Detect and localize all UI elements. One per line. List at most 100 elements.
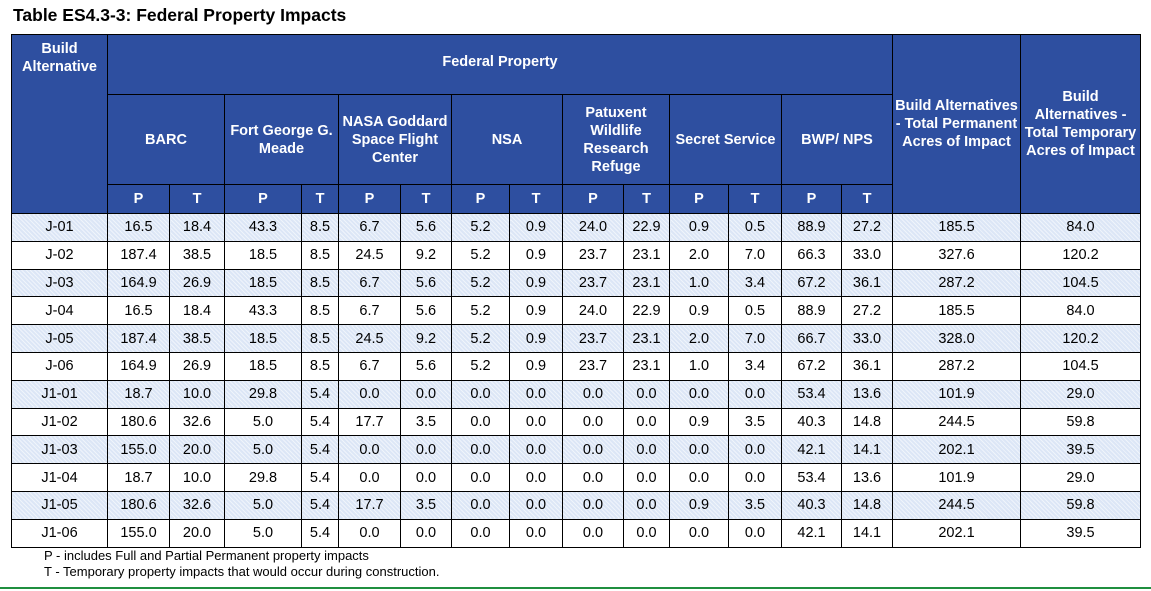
table-row: J-05 187.4 38.5 18.5 8.5 24.5 9.2 5.2 0.9 23.7 23.… bbox=[11, 324, 1141, 353]
table-cell: 0.0 bbox=[623, 379, 670, 409]
table-cell: 0.0 bbox=[623, 490, 670, 520]
table-cell: 104.5 bbox=[1020, 351, 1141, 381]
table-cell: 164.9 bbox=[107, 268, 170, 298]
table-cell: 20.0 bbox=[169, 518, 225, 548]
table-cell: 0.9 bbox=[509, 351, 563, 381]
table-cell: 9.2 bbox=[400, 324, 452, 353]
table-cell: 0.0 bbox=[669, 379, 729, 409]
table-cell: 39.5 bbox=[1020, 435, 1141, 465]
table-cell: 42.1 bbox=[781, 435, 842, 465]
header-p: P bbox=[107, 184, 170, 214]
table-cell: 5.0 bbox=[224, 407, 302, 437]
table-cell: 0.0 bbox=[623, 435, 670, 465]
table-cell: 0.0 bbox=[451, 435, 510, 465]
table-cell: 27.2 bbox=[841, 296, 893, 326]
table-cell: 120.2 bbox=[1020, 240, 1141, 270]
table-cell: 0.0 bbox=[451, 518, 510, 548]
table-cell: 26.9 bbox=[169, 268, 225, 298]
table-cell: 18.7 bbox=[107, 463, 170, 492]
row-label: J1-05 bbox=[11, 490, 108, 520]
table-cell: 5.0 bbox=[224, 435, 302, 465]
table-cell: 0.9 bbox=[509, 240, 563, 270]
table-cell: 33.0 bbox=[841, 324, 893, 353]
table-cell: 0.0 bbox=[451, 407, 510, 437]
table-cell: 32.6 bbox=[169, 490, 225, 520]
table-cell: 5.4 bbox=[301, 379, 339, 409]
table-cell: 5.6 bbox=[400, 268, 452, 298]
table-cell: 5.4 bbox=[301, 490, 339, 520]
table-cell: 16.5 bbox=[107, 213, 170, 242]
row-label: J1-06 bbox=[11, 518, 108, 548]
table-cell: 155.0 bbox=[107, 435, 170, 465]
header-p: P bbox=[224, 184, 302, 214]
table-cell: 8.5 bbox=[301, 268, 339, 298]
table-cell: 43.3 bbox=[224, 296, 302, 326]
table-cell: 187.4 bbox=[107, 240, 170, 270]
table-cell: 88.9 bbox=[781, 296, 842, 326]
table-row: J-06 164.9 26.9 18.5 8.5 6.7 5.6 5.2 0.9 23.7 23.1… bbox=[11, 351, 1141, 381]
table-cell: 23.1 bbox=[623, 324, 670, 353]
table-cell: 40.3 bbox=[781, 407, 842, 437]
table-cell: 5.6 bbox=[400, 213, 452, 242]
table-cell: 17.7 bbox=[338, 490, 401, 520]
table-cell: 0.9 bbox=[669, 213, 729, 242]
table-cell: 84.0 bbox=[1020, 213, 1141, 242]
table-row: J1-05 180.6 32.6 5.0 5.4 17.7 3.5 0.0 0.0 0.0 0.0 0… bbox=[11, 490, 1141, 520]
header-t: T bbox=[841, 184, 893, 214]
federal-property-table: Build Alternative Federal Property Build… bbox=[11, 34, 1141, 548]
row-label: J-01 bbox=[11, 213, 108, 242]
table-cell: 22.9 bbox=[623, 213, 670, 242]
table-row: J1-01 18.7 10.0 29.8 5.4 0.0 0.0 0.0 0.0 0.0 0.0 0.… bbox=[11, 379, 1141, 409]
table-cell: 3.4 bbox=[728, 351, 782, 381]
table-cell: 0.0 bbox=[509, 463, 563, 492]
table-row: J1-03 155.0 20.0 5.0 5.4 0.0 0.0 0.0 0.0 0.0 0.0 0.… bbox=[11, 435, 1141, 465]
table-cell: 104.5 bbox=[1020, 268, 1141, 298]
table-cell: 5.4 bbox=[301, 407, 339, 437]
table-cell: 202.1 bbox=[892, 435, 1021, 465]
table-cell: 164.9 bbox=[107, 351, 170, 381]
table-cell: 29.0 bbox=[1020, 463, 1141, 492]
table-cell: 0.0 bbox=[338, 518, 401, 548]
table-cell: 0.9 bbox=[509, 324, 563, 353]
table-cell: 23.7 bbox=[562, 324, 624, 353]
row-label: J-04 bbox=[11, 296, 108, 326]
table-cell: 84.0 bbox=[1020, 296, 1141, 326]
table-cell: 120.2 bbox=[1020, 324, 1141, 353]
table-cell: 0.0 bbox=[509, 379, 563, 409]
table-cell: 14.1 bbox=[841, 518, 893, 548]
table-cell: 22.9 bbox=[623, 296, 670, 326]
table-cell: 0.0 bbox=[562, 407, 624, 437]
table-cell: 14.8 bbox=[841, 407, 893, 437]
table-cell: 18.7 bbox=[107, 379, 170, 409]
table-row: J-01 16.5 18.4 43.3 8.5 6.7 5.6 5.2 0.9 24.0 22.9 0… bbox=[11, 213, 1141, 242]
table-cell: 0.0 bbox=[400, 435, 452, 465]
table-cell: 7.0 bbox=[728, 324, 782, 353]
table-cell: 23.7 bbox=[562, 240, 624, 270]
table-cell: 101.9 bbox=[892, 379, 1021, 409]
table-cell: 5.4 bbox=[301, 518, 339, 548]
table-cell: 9.2 bbox=[400, 240, 452, 270]
footer-rule bbox=[0, 587, 1151, 589]
table-cell: 29.0 bbox=[1020, 379, 1141, 409]
header-t: T bbox=[728, 184, 782, 214]
table-cell: 5.2 bbox=[451, 296, 510, 326]
table-cell: 36.1 bbox=[841, 351, 893, 381]
table-cell: 6.7 bbox=[338, 296, 401, 326]
table-cell: 0.0 bbox=[623, 407, 670, 437]
header-t: T bbox=[623, 184, 670, 214]
table-cell: 180.6 bbox=[107, 490, 170, 520]
table-cell: 0.0 bbox=[728, 435, 782, 465]
table-cell: 23.1 bbox=[623, 268, 670, 298]
table-cell: 53.4 bbox=[781, 463, 842, 492]
table-cell: 27.2 bbox=[841, 213, 893, 242]
table-cell: 185.5 bbox=[892, 213, 1021, 242]
table-cell: 0.9 bbox=[669, 296, 729, 326]
table-cell: 33.0 bbox=[841, 240, 893, 270]
table-cell: 0.0 bbox=[509, 490, 563, 520]
table-cell: 0.9 bbox=[509, 296, 563, 326]
table-row: J1-04 18.7 10.0 29.8 5.4 0.0 0.0 0.0 0.0 0.0 0.0 0.… bbox=[11, 463, 1141, 492]
table-cell: 18.5 bbox=[224, 240, 302, 270]
table-cell: 0.0 bbox=[562, 490, 624, 520]
table-cell: 0.0 bbox=[669, 435, 729, 465]
table-row: J1-06 155.0 20.0 5.0 5.4 0.0 0.0 0.0 0.0 0.0 0.0 0.… bbox=[11, 518, 1141, 548]
